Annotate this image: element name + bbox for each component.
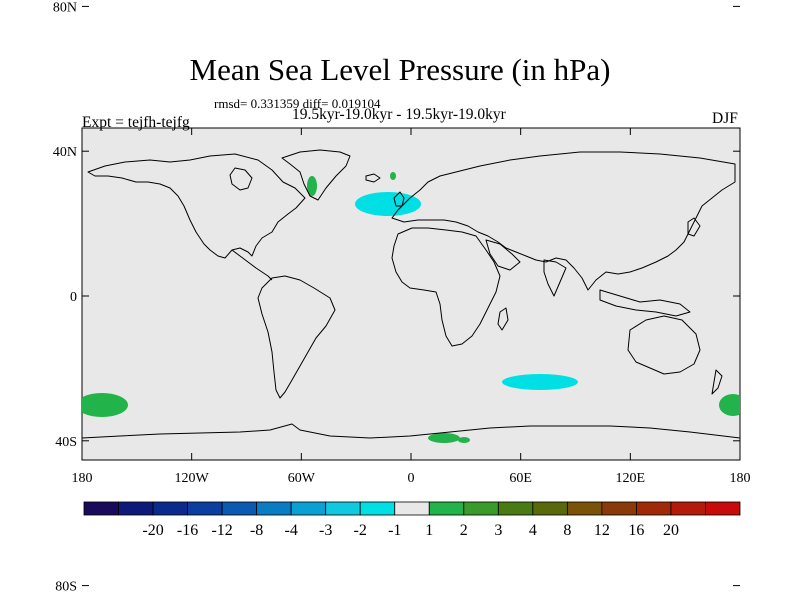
lat-tick-label: 0 [70,290,77,305]
green-anomaly-norwegian-sea [390,172,396,180]
rmsd-diff-stats: rmsd= 0.331359 diff= 0.019104 [214,96,381,111]
colorbar-label: 4 [529,522,537,539]
green-anomaly-south-pacific-west [82,393,128,417]
coastline-india [543,259,567,297]
coastline-greenland [281,149,351,201]
coastline-arabian-peninsula [485,239,521,271]
colorbar-swatch [221,501,258,516]
colorbar-label: 8 [563,522,571,539]
coastline-australia [627,315,701,375]
colorbar-swatch [532,501,568,516]
colorbar-label: 3 [494,522,502,539]
colorbar-swatch [83,501,119,516]
green-anomaly-greenland-coast [307,176,317,196]
coastline-japan [687,217,701,237]
season-label: DJF [712,110,738,127]
colorbar-swatch [118,501,154,516]
coastline-south-america [257,275,336,399]
colorbar-swatch [428,501,465,516]
coastline-madagascar [497,307,509,331]
colorbar-label: 1 [425,522,433,539]
colorbar-swatch [601,501,637,516]
coastline-indonesia [599,289,691,317]
anomaly-patches [82,172,740,443]
coastline-british-isles [393,191,405,207]
colorbar-label: 20 [663,522,679,539]
cyan-anomaly-north-atlantic [355,192,421,216]
colorbar-label: 16 [628,522,644,539]
latitude-axis: 80N 40N 0 40S 80S [53,0,740,595]
colorbar-swatch [566,501,603,516]
green-anomaly-south-pacific-east [719,394,740,416]
colorbar-swatch [463,501,499,516]
lon-tick-label: 180 [730,471,751,486]
colorbar-swatch [256,501,292,516]
coastline-central-america [231,249,273,281]
cyan-anomaly-southern-ocean [502,374,578,390]
coastlines [82,149,740,439]
colorbar-swatch [705,501,741,516]
colorbar-swatch [359,501,396,516]
colorbar-swatch [636,501,672,516]
lon-tick-label: 60W [288,471,316,486]
colorbar-label: 12 [594,522,610,539]
colorbar-label: -3 [319,522,332,539]
colorbar-swatch [290,501,327,516]
colorbar-label: -2 [354,522,367,539]
colorbar-label: -20 [142,522,163,539]
longitude-axis: 180 120W 60W 0 60E 120E 180 [72,128,751,486]
coastline-north-america [87,153,306,259]
coastline-new-zealand [711,369,723,395]
colorbar-swatch [325,501,361,516]
colorbar-label: -12 [211,522,232,539]
lon-tick-label: 120W [175,471,210,486]
green-anomaly-antarctic [428,433,460,443]
period-subtitle: 19.5kyr-19.0kyr - 19.5kyr-19.0kyr [292,106,506,123]
lat-tick-label: 80N [53,0,77,15]
lon-tick-label: 180 [72,471,93,486]
lon-tick-label: 60E [509,471,532,486]
coastline-africa [391,227,501,347]
map-panel [81,127,741,461]
colorbar: -20 -16 -12 -8 -4 -3 -2 -1 1 2 3 4 8 12 16 20 [83,501,741,539]
lat-tick-label: 40S [55,435,77,450]
colorbar-swatch [187,501,223,516]
coastline-iceland [365,173,381,183]
colorbar-swatch [670,501,706,516]
colorbar-label: -8 [250,522,263,539]
colorbar-swatch [497,501,534,516]
plot-title: Mean Sea Level Pressure (in hPa) [189,52,611,87]
colorbar-label: -4 [284,522,297,539]
colorbar-swatch [152,501,188,516]
lat-tick-label: 40N [53,145,77,160]
coastline-antarctica [82,423,740,439]
lat-tick-label: 80S [55,580,77,595]
lon-tick-label: 0 [408,471,415,486]
experiment-label: Expt = tejfh-tejfg [82,114,190,131]
colorbar-label: 2 [460,522,468,539]
colorbar-label: -16 [177,522,198,539]
colorbar-swatch [394,501,430,516]
lon-tick-label: 120E [616,471,646,486]
green-anomaly-antarctic-small [458,437,470,443]
coastline-eurasia [391,151,736,291]
colorbar-label: -1 [388,522,401,539]
coastline-hudson-bay [229,167,253,191]
